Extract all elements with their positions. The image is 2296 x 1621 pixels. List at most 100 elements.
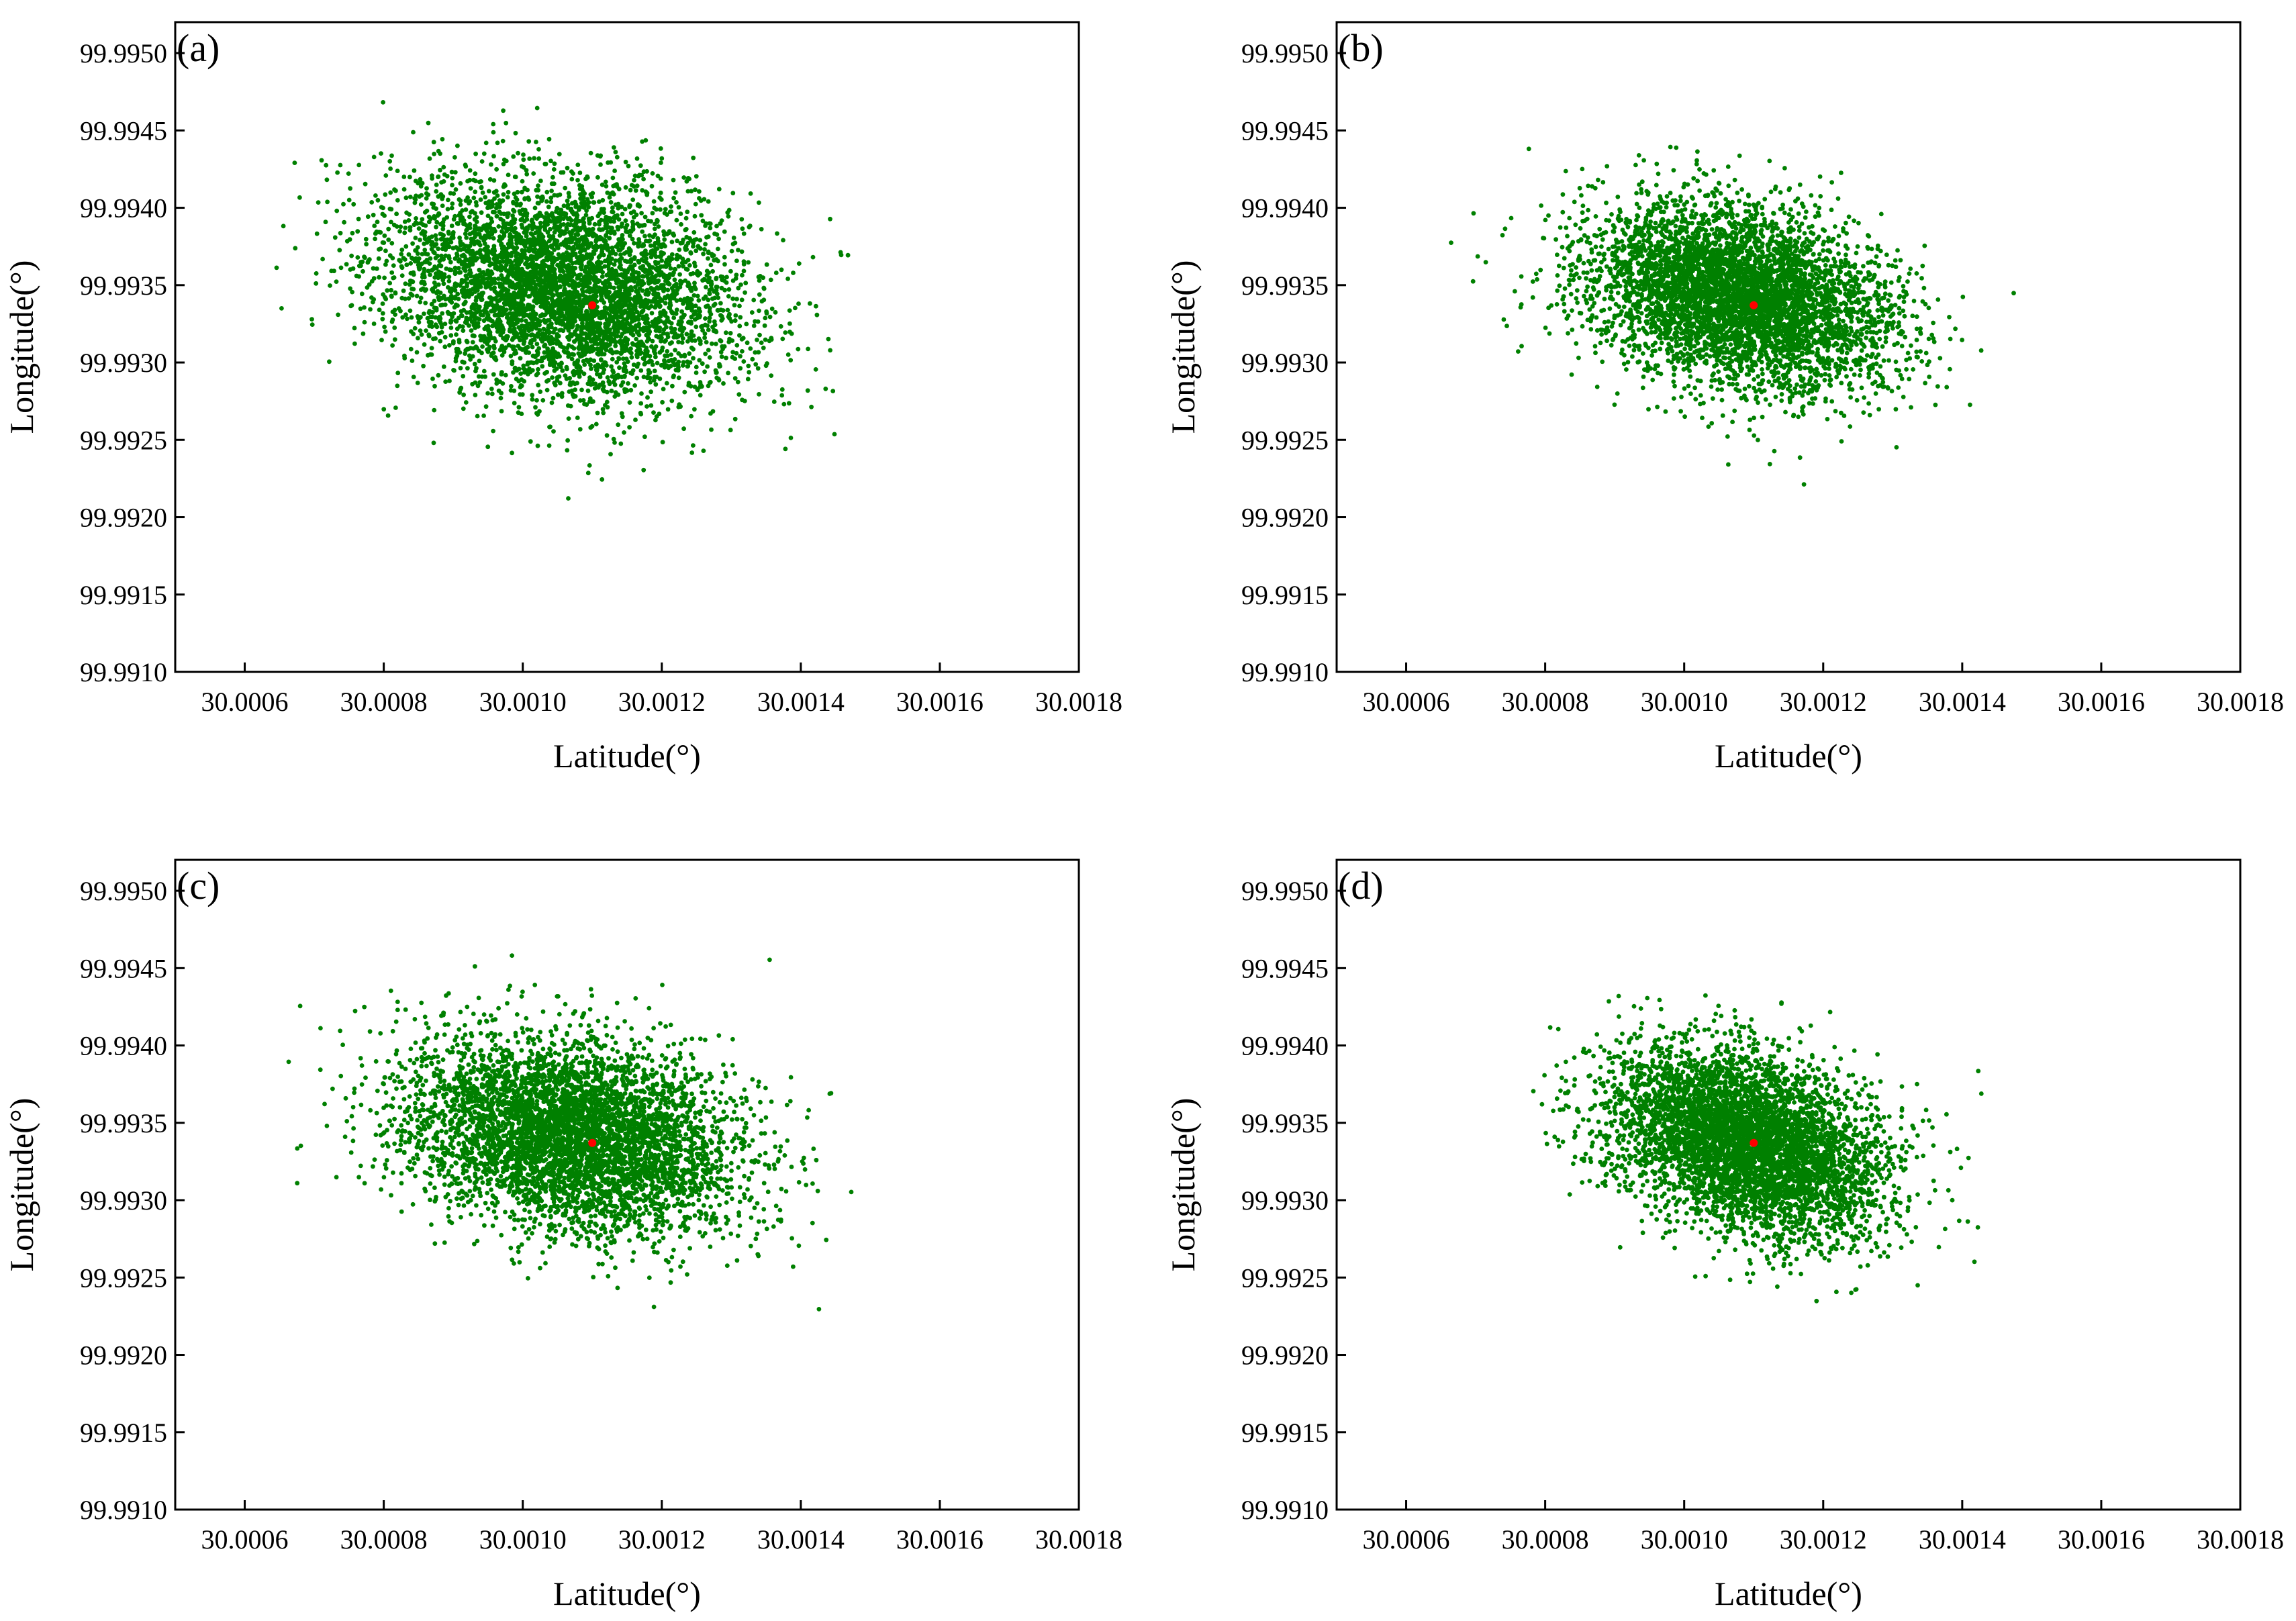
scatter-point bbox=[716, 295, 721, 300]
scatter-point bbox=[588, 362, 593, 368]
scatter-point bbox=[537, 409, 542, 414]
scatter-point bbox=[629, 277, 634, 282]
scatter-point bbox=[649, 403, 654, 408]
scatter-point bbox=[544, 387, 550, 393]
scatter-point bbox=[704, 340, 709, 345]
scatter-point bbox=[677, 328, 683, 332]
scatter-point bbox=[506, 342, 512, 348]
scatter-point bbox=[515, 268, 520, 274]
scatter-point bbox=[524, 172, 530, 177]
scatter-point bbox=[381, 407, 387, 412]
scatter-point bbox=[557, 374, 562, 379]
scatter-point bbox=[667, 301, 673, 307]
scatter-point bbox=[470, 381, 475, 387]
scatter-point bbox=[540, 398, 546, 403]
scatter-point bbox=[716, 246, 720, 252]
scatter-point bbox=[356, 216, 361, 222]
scatter-point bbox=[534, 299, 539, 305]
scatter-point bbox=[432, 285, 438, 289]
scatter-point bbox=[551, 217, 557, 223]
scatter-point bbox=[525, 322, 530, 326]
scatter-point bbox=[498, 395, 504, 401]
scatter-point bbox=[828, 216, 832, 222]
scatter-point bbox=[622, 241, 628, 246]
scatter-point bbox=[452, 368, 457, 373]
scatter-point bbox=[432, 275, 438, 280]
scatter-point bbox=[691, 443, 696, 448]
scatter-point bbox=[653, 260, 658, 264]
scatter-point bbox=[497, 238, 501, 243]
scatter-point bbox=[485, 233, 489, 238]
scatter-point bbox=[789, 331, 794, 336]
y-tick-label: 99.9915 bbox=[80, 580, 167, 610]
scatter-point bbox=[452, 155, 457, 160]
scatter-point bbox=[665, 212, 669, 217]
scatter-point bbox=[639, 391, 644, 396]
scatter-point bbox=[371, 212, 376, 217]
scatter-point bbox=[757, 278, 762, 283]
scatter-point bbox=[559, 328, 563, 333]
scatter-point bbox=[499, 273, 504, 278]
scatter-point bbox=[628, 259, 634, 264]
scatter-point bbox=[654, 414, 659, 419]
scatter-point bbox=[624, 356, 629, 361]
scatter-point bbox=[543, 161, 548, 166]
scatter-point bbox=[516, 410, 521, 415]
scatter-point bbox=[429, 301, 434, 307]
scatter-point bbox=[743, 290, 747, 295]
scatter-point bbox=[465, 346, 470, 352]
scatter-point bbox=[392, 337, 397, 342]
scatter-point bbox=[364, 242, 369, 247]
scatter-point bbox=[530, 393, 535, 398]
scatter-point bbox=[334, 208, 340, 213]
scatter-point bbox=[494, 166, 499, 172]
scatter-point bbox=[757, 292, 762, 297]
scatter-point bbox=[630, 371, 634, 376]
scatter-point bbox=[399, 264, 404, 269]
scatter-point bbox=[597, 321, 603, 326]
scatter-point bbox=[779, 267, 784, 273]
scatter-point bbox=[638, 368, 644, 373]
scatter-point bbox=[684, 332, 689, 337]
scatter-point bbox=[524, 350, 529, 355]
scatter-point bbox=[551, 234, 556, 239]
scatter-point bbox=[721, 381, 726, 386]
scatter-point bbox=[542, 292, 547, 297]
scatter-point bbox=[780, 336, 785, 342]
scatter-point bbox=[566, 343, 571, 348]
scatter-point bbox=[692, 260, 697, 266]
scatter-point bbox=[602, 207, 606, 211]
scatter-point bbox=[567, 194, 572, 199]
scatter-point bbox=[388, 166, 393, 171]
scatter-point bbox=[706, 383, 711, 389]
scatter-point bbox=[729, 248, 734, 254]
scatter-point bbox=[548, 199, 554, 205]
scatter-point bbox=[481, 413, 486, 418]
scatter-point bbox=[627, 204, 632, 209]
scatter-point bbox=[685, 189, 691, 194]
scatter-point bbox=[461, 374, 466, 379]
scatter-point bbox=[741, 262, 747, 266]
scatter-point bbox=[619, 411, 624, 416]
scatter-point bbox=[394, 224, 399, 229]
scatter-point bbox=[534, 398, 539, 403]
scatter-point bbox=[430, 173, 434, 178]
scatter-point bbox=[608, 342, 612, 347]
scatter-point bbox=[561, 258, 566, 263]
scatter-point bbox=[403, 281, 408, 287]
scatter-point bbox=[706, 271, 711, 275]
scatter-point bbox=[413, 236, 418, 240]
scatter-point bbox=[624, 345, 629, 350]
scatter-point bbox=[470, 248, 475, 254]
scatter-point bbox=[472, 311, 477, 316]
scatter-point bbox=[432, 152, 436, 156]
scatter-point bbox=[445, 207, 450, 211]
plot-frame bbox=[174, 21, 1080, 673]
scatter-point bbox=[707, 291, 712, 296]
scatter-point bbox=[514, 241, 519, 246]
scatter-point bbox=[473, 151, 478, 156]
scatter-point bbox=[778, 324, 783, 329]
scatter-point bbox=[593, 422, 599, 427]
scatter-point bbox=[480, 344, 485, 349]
scatter-point bbox=[676, 264, 681, 269]
